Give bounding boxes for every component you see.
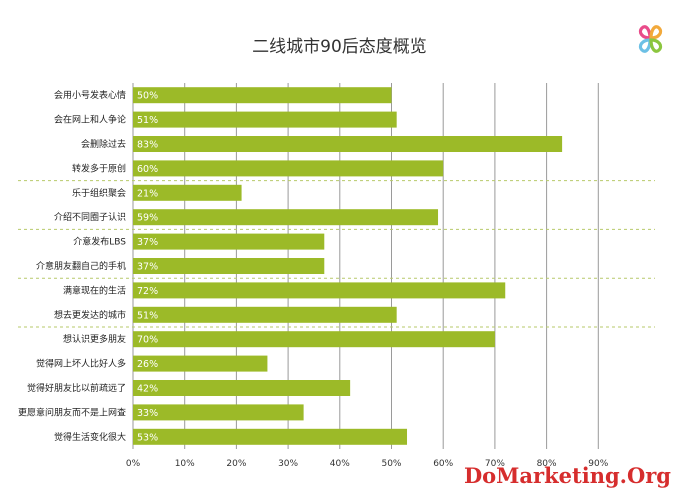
x-tick-label: 20%	[226, 459, 246, 469]
data-label: 51%	[137, 115, 158, 126]
bar	[133, 111, 397, 128]
category-label: 介绍不同圈子认识	[54, 211, 126, 223]
x-tick-label: 80%	[537, 459, 557, 469]
category-label: 觉得生活变化很大	[54, 431, 126, 443]
bar	[133, 428, 408, 445]
bar	[133, 282, 506, 299]
logo-petal	[638, 25, 652, 40]
data-label: 59%	[137, 213, 158, 224]
category-label: 介意朋友翻自己的手机	[36, 260, 126, 272]
data-label: 53%	[137, 432, 158, 443]
data-label: 37%	[137, 262, 158, 273]
logo-petal	[649, 38, 663, 53]
data-label: 70%	[137, 335, 158, 346]
category-label: 转发多于原创	[72, 162, 126, 174]
data-label: 26%	[137, 359, 158, 370]
data-label: 50%	[137, 91, 158, 102]
category-label: 会在网上和人争论	[54, 114, 126, 126]
bar	[133, 404, 304, 421]
category-label: 乐于组织聚会	[72, 187, 126, 199]
logo-petal	[649, 25, 663, 40]
x-tick-label: 90%	[588, 459, 608, 469]
bar	[133, 380, 351, 396]
category-label: 会删除过去	[81, 138, 126, 150]
bar	[133, 160, 444, 177]
category-label: 觉得网上坏人比好人多	[36, 358, 126, 370]
category-label: 介意发布LBS	[73, 236, 126, 248]
x-tick-label: 10%	[175, 459, 195, 469]
logo-petal	[638, 38, 652, 53]
x-tick-label: 60%	[433, 459, 453, 469]
bar	[133, 258, 325, 274]
bar	[133, 209, 439, 226]
category-label: 会用小号发表心情	[54, 89, 126, 101]
data-label: 37%	[137, 237, 158, 248]
category-label: 想认识更多朋友	[63, 333, 126, 345]
x-tick-label: 40%	[330, 459, 350, 469]
bar	[133, 331, 495, 348]
data-label: 72%	[137, 286, 158, 297]
bar	[133, 136, 563, 152]
bar	[133, 306, 397, 323]
data-label: 83%	[137, 140, 158, 151]
category-label: 想去更发达的城市	[54, 309, 126, 321]
data-label: 21%	[137, 188, 158, 199]
chart-title: 二线城市90后态度概览	[252, 37, 427, 57]
x-tick-label: 0%	[126, 459, 141, 469]
x-tick-label: 50%	[381, 459, 401, 469]
data-label: 42%	[137, 384, 158, 395]
category-label: 更愿意问朋友而不是上网查	[18, 406, 126, 418]
category-label: 觉得好朋友比以前疏远了	[27, 382, 126, 394]
watermark-text: DoMarketing.Org	[463, 463, 671, 488]
category-label: 满意现在的生活	[63, 284, 126, 296]
x-tick-label: 30%	[278, 459, 298, 469]
bar	[133, 355, 268, 372]
x-tick-label: 70%	[485, 459, 505, 469]
bar	[133, 233, 325, 250]
bar	[133, 184, 242, 201]
data-label: 51%	[137, 310, 158, 321]
brand-logo-icon	[638, 25, 663, 53]
data-label: 60%	[137, 164, 158, 175]
bar	[133, 87, 392, 104]
data-label: 33%	[137, 408, 158, 419]
